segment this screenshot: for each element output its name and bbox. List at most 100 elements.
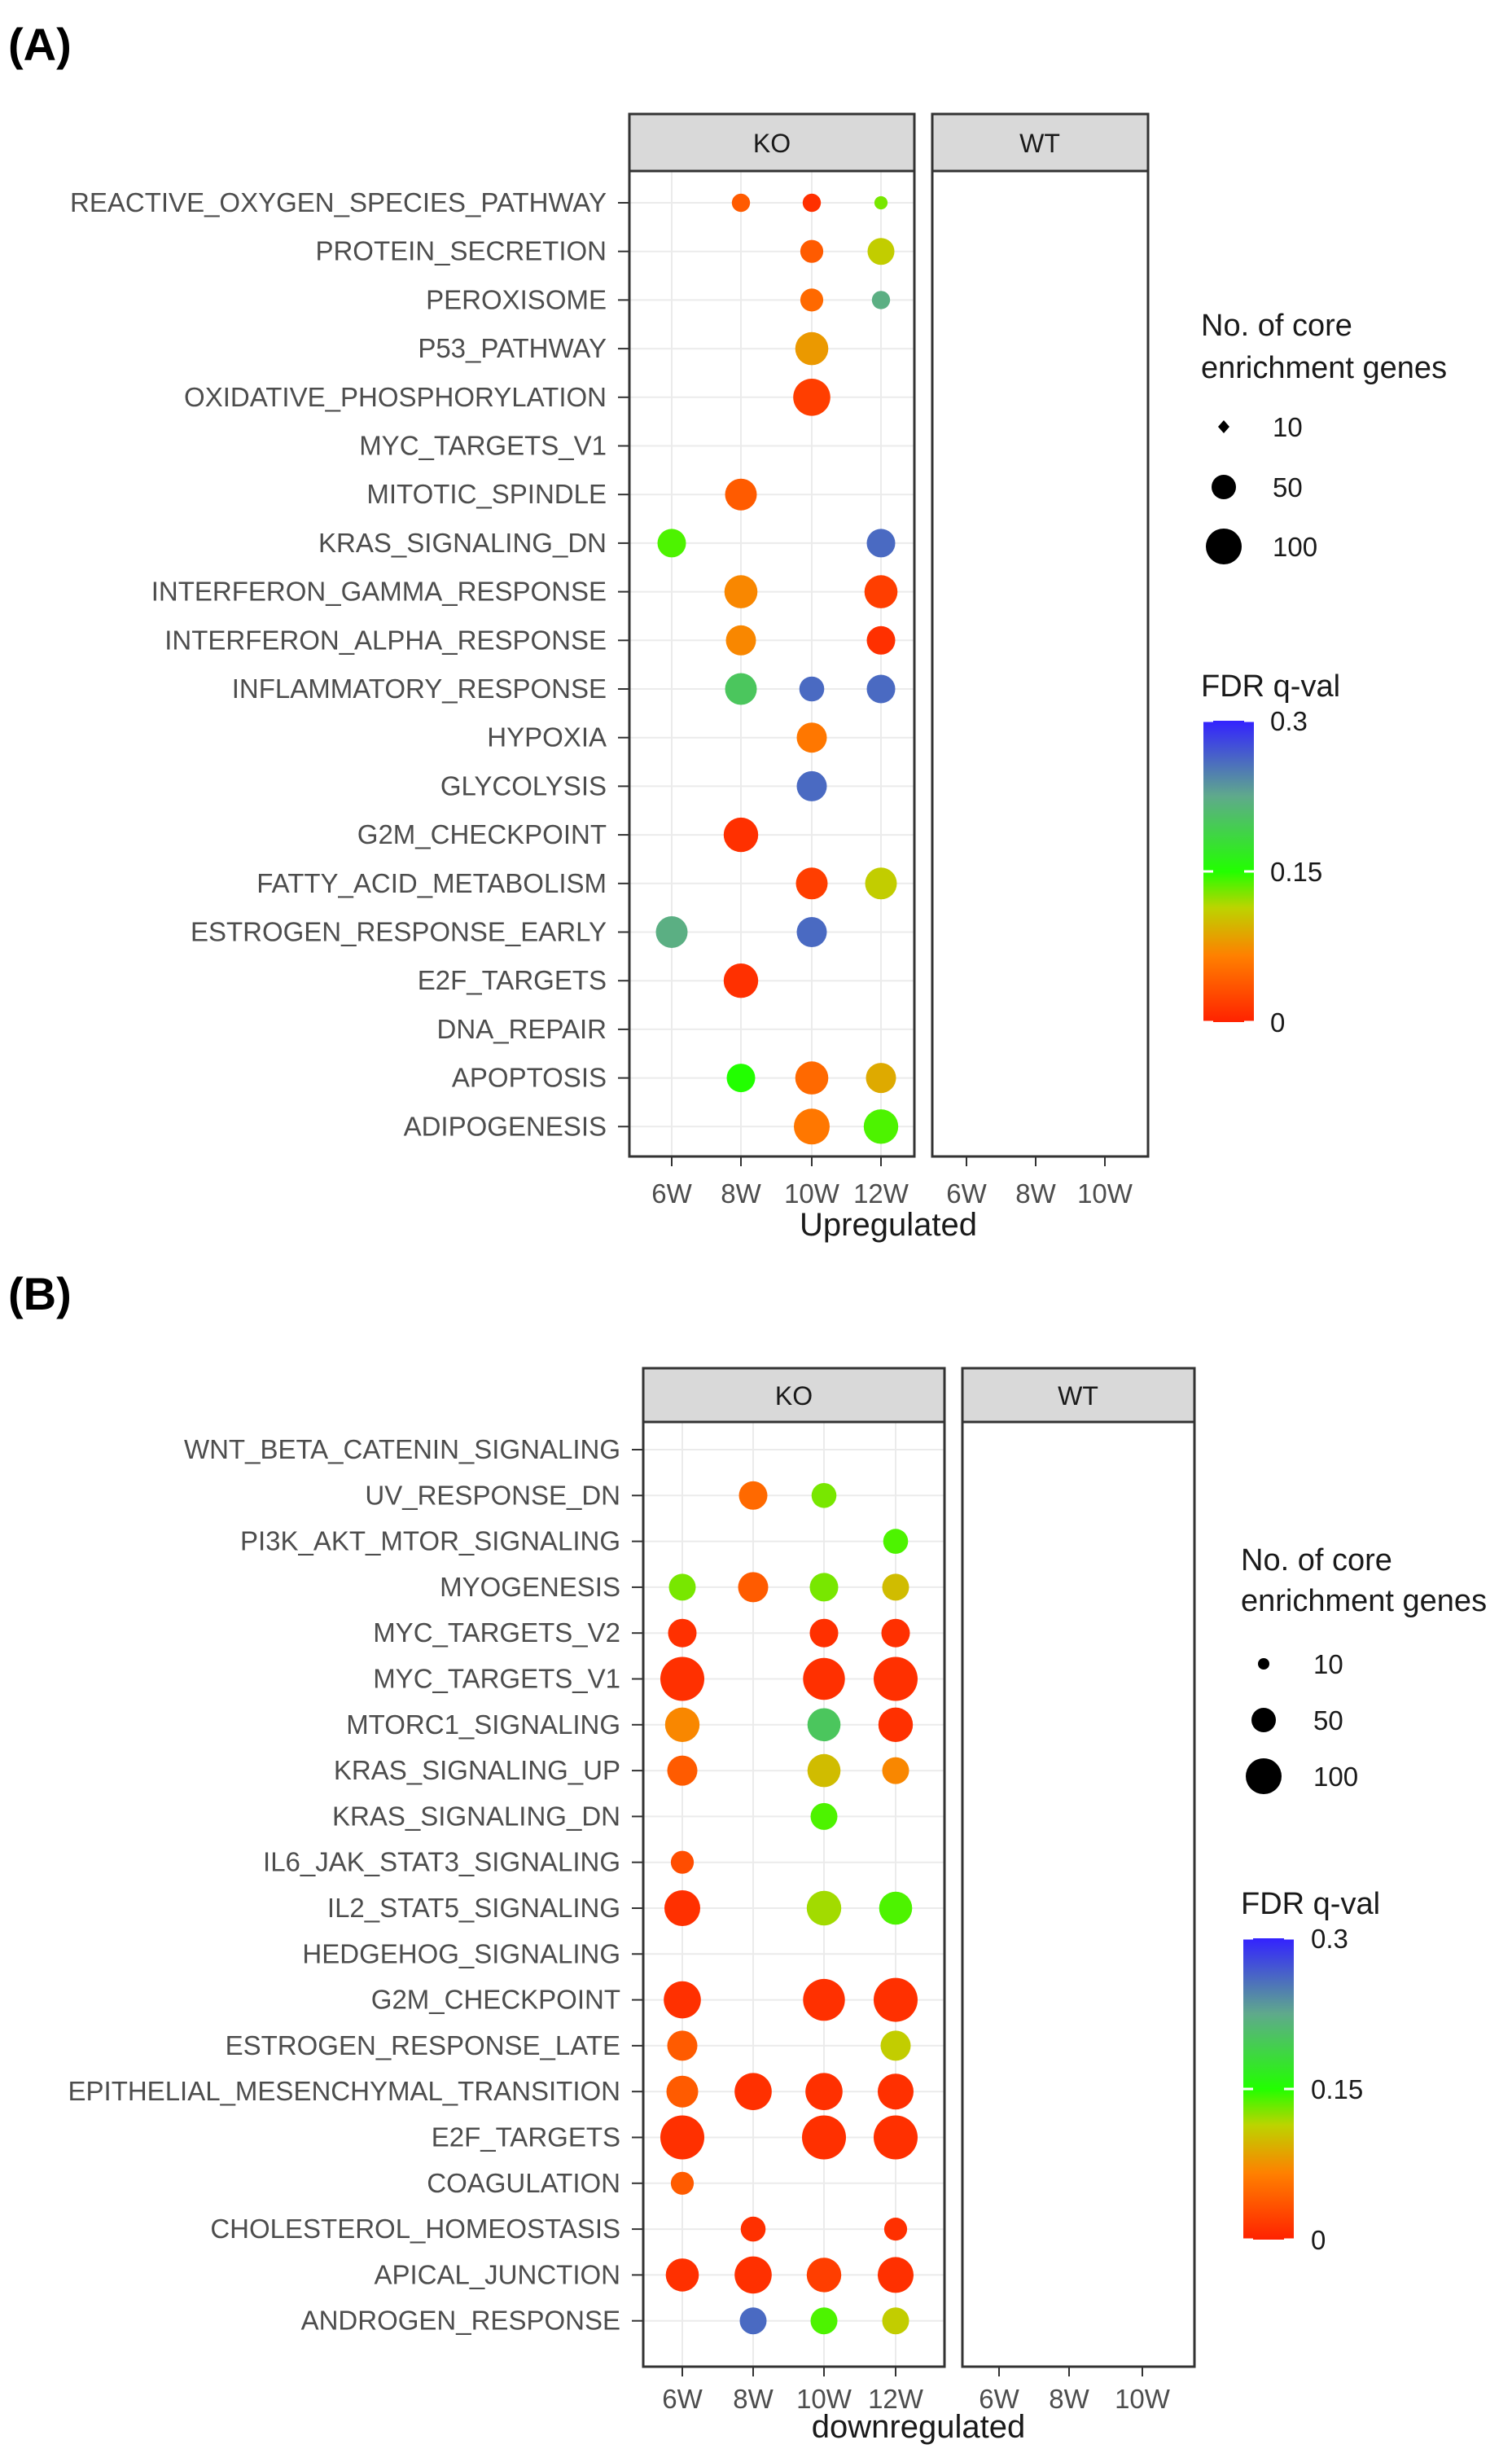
data-point (795, 867, 828, 900)
data-points (655, 193, 899, 1145)
data-point (655, 916, 688, 948)
size-legend-key (1212, 475, 1236, 499)
y-tick-label: KRAS_SIGNALING_DN (318, 528, 607, 558)
data-point (882, 1757, 909, 1784)
data-point (668, 1573, 696, 1601)
data-point (738, 1572, 769, 1603)
y-axis-labels: WNT_BETA_CATENIN_SIGNALING UV_RESPONSE_DN… (68, 1434, 643, 2336)
data-points (660, 1481, 918, 2335)
data-point (882, 1573, 909, 1601)
color-legend-title: FDR q-val (1201, 669, 1340, 704)
panel-b: (B) KO WT WNT_BETA_CATENIN_SIGNALING UV_R… (8, 1268, 1487, 2445)
data-point (667, 1755, 698, 1786)
data-point (731, 193, 751, 213)
y-tick-label: APOPTOSIS (452, 1063, 607, 1093)
panel-border (642, 1420, 946, 2368)
data-point (795, 331, 829, 366)
data-point (723, 817, 759, 853)
size-legend-title-line1: No. of core (1241, 1543, 1392, 1578)
data-point (670, 2171, 695, 2195)
data-point (874, 1977, 918, 2022)
x-tick-label: 10W (1077, 1178, 1133, 1209)
y-tick-label: MITOTIC_SPINDLE (366, 479, 607, 509)
data-point (806, 1890, 842, 1926)
facet-strip (642, 1367, 946, 1424)
data-point (883, 2218, 908, 2241)
y-tick-label: PEROXISOME (426, 284, 607, 314)
x-tick-label: 8W (1015, 1178, 1056, 1209)
data-point (864, 575, 898, 608)
data-point (863, 1109, 899, 1144)
x-axis-title: Upregulated (800, 1207, 977, 1243)
size-legend-label: 10 (1273, 412, 1303, 442)
y-tick-label: INTERFERON_ALPHA_RESPONSE (164, 625, 607, 655)
x-axis-title: downregulated (812, 2409, 1025, 2445)
y-tick-label: ANDROGEN_RESPONSE (301, 2306, 620, 2336)
x-axis-labels: 6W 8W 10W 12W 6W 8W 10W (662, 2367, 1171, 2414)
gridlines (629, 171, 914, 1156)
facet-label: KO (753, 129, 791, 158)
panel-a: (A) KO WT REACTIVE_OXYGEN_SPECIES_PATHWA… (8, 19, 1447, 1243)
facet-ko: KO (628, 112, 916, 1158)
color-legend-label: 0.15 (1270, 857, 1322, 887)
y-tick-label: REACTIVE_OXYGEN_SPECIES_PATHWAY (70, 187, 607, 217)
data-point (666, 2075, 699, 2108)
data-point (807, 1753, 841, 1788)
data-point (871, 291, 891, 309)
x-tick-label: 8W (733, 2384, 774, 2414)
data-point (664, 1890, 700, 1926)
panel-border (961, 1420, 1196, 2368)
x-tick-label: 8W (721, 1178, 761, 1209)
y-tick-label: MYC_TARGETS_V1 (359, 431, 607, 461)
plot-area (932, 171, 1148, 1156)
data-point (724, 575, 758, 608)
data-point (866, 674, 896, 704)
color-legend-label: 0.15 (1311, 2074, 1363, 2104)
data-point (734, 2256, 772, 2294)
data-point (880, 2030, 911, 2061)
y-tick-label: IL2_STAT5_SIGNALING (327, 1893, 620, 1923)
data-point (874, 1657, 918, 1701)
size-legend-key (1246, 1758, 1282, 1794)
data-point (667, 2030, 698, 2061)
data-point (809, 1618, 839, 1648)
facet-strip (628, 112, 916, 173)
data-point (874, 195, 888, 210)
y-tick-label: E2F_TARGETS (418, 965, 607, 995)
color-legend: FDR q-val 0.3 0.15 0 (1241, 1887, 1380, 2255)
color-legend-ticks: 0.3 0.15 0 (1203, 706, 1322, 1038)
data-point (794, 1108, 830, 1145)
data-point (664, 1707, 700, 1742)
size-legend-title-line2: enrichment genes (1201, 351, 1447, 385)
data-point (878, 2073, 914, 2110)
y-tick-label: ESTROGEN_RESPONSE_LATE (226, 2030, 620, 2060)
color-legend-ticks: 0.3 0.15 0 (1243, 1924, 1363, 2255)
y-tick-label: INFLAMMATORY_RESPONSE (232, 674, 607, 704)
y-tick-label: HEDGEHOG_SIGNALING (302, 1938, 620, 1968)
data-point (726, 1064, 756, 1093)
y-tick-label: IL6_JAK_STAT3_SIGNALING (263, 1847, 620, 1877)
size-legend-label: 10 (1313, 1649, 1343, 1679)
y-tick-label: FATTY_ACID_METABOLISM (256, 868, 607, 898)
plot-area (962, 1422, 1194, 2367)
size-legend-title-line1: No. of core (1201, 309, 1352, 343)
color-legend: FDR q-val 0.3 0.15 0 (1201, 669, 1340, 1038)
y-tick-label: G2M_CHECKPOINT (357, 819, 607, 849)
y-tick-label: COAGULATION (427, 2168, 620, 2198)
data-point (802, 193, 822, 213)
facet-label: WT (1058, 1381, 1098, 1411)
data-point (810, 1802, 838, 1830)
data-point (803, 1657, 845, 1700)
y-tick-label: MYOGENESIS (440, 1572, 620, 1602)
y-tick-label: ESTROGEN_RESPONSE_EARLY (191, 917, 607, 947)
facet-label: KO (775, 1381, 813, 1411)
data-point (866, 625, 896, 655)
size-legend-title-line2: enrichment genes (1241, 1584, 1487, 1618)
size-legend-label: 100 (1313, 1762, 1358, 1792)
panel-label: (B) (8, 1268, 72, 1319)
plot-area (629, 171, 914, 1156)
data-point (806, 2258, 842, 2293)
x-tick-label: 6W (662, 2384, 703, 2414)
y-tick-label: G2M_CHECKPOINT (371, 1985, 620, 2015)
